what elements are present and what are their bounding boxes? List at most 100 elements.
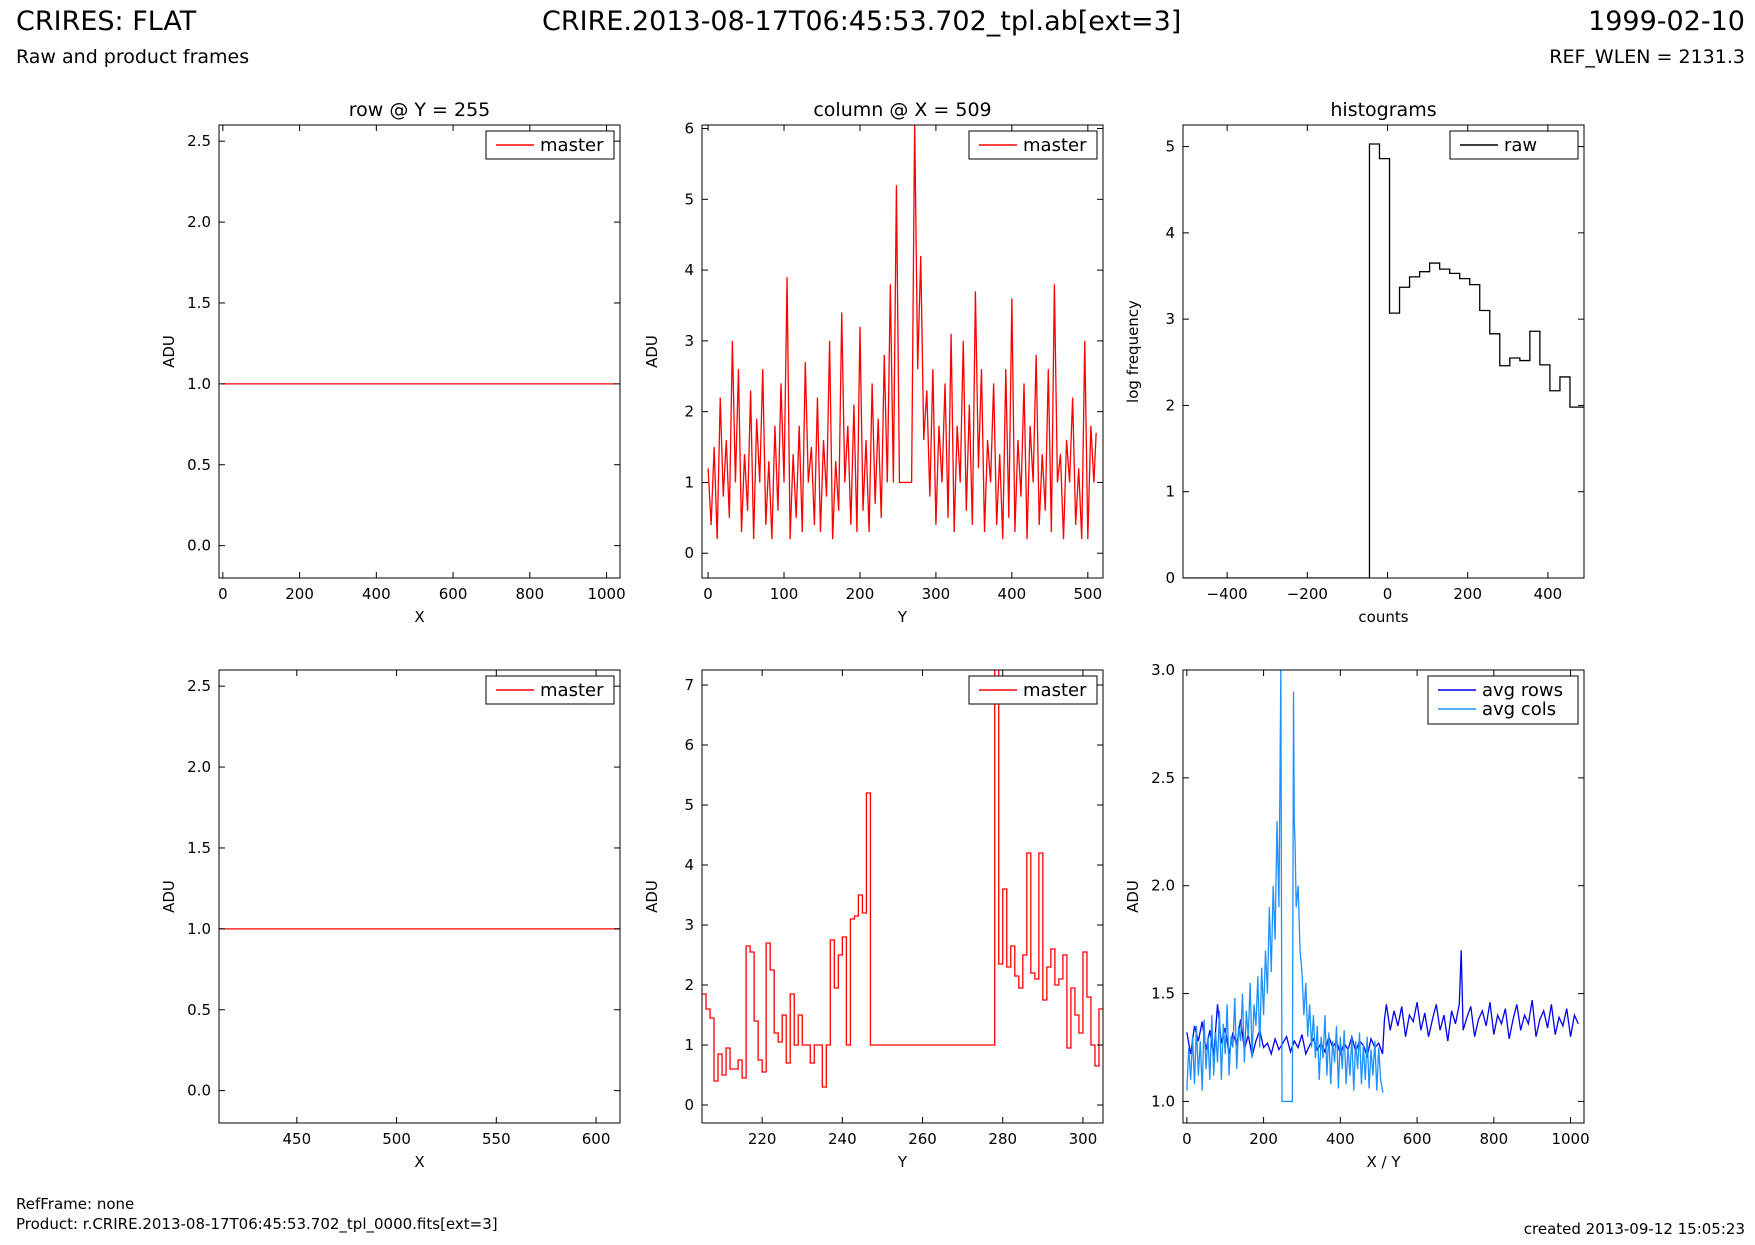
- plot-3-xtick-0: −400: [1207, 585, 1248, 603]
- plot-2-ytick-2: 2: [684, 403, 694, 421]
- plot-3-xtick-1: −200: [1287, 585, 1328, 603]
- plot-2-title: column @ X = 509: [813, 99, 991, 121]
- plot-3-ytick-4: 4: [1165, 224, 1175, 242]
- plot-2: 0 100 200 300 400 500 0 1 2 3 4 5 6 column @ X = 509 Y…: [643, 99, 1104, 626]
- refframe-note: RefFrame: none: [16, 1195, 135, 1213]
- plot-4-ytick-2: 1.0: [187, 920, 211, 938]
- page-title: CRIRES: FLAT: [16, 6, 197, 37]
- plot-6-ytick-3: 2.5: [1151, 769, 1175, 787]
- plot-1-xtick-2: 400: [362, 585, 391, 603]
- plot-3-xtick-3: 200: [1453, 585, 1482, 603]
- plot-3-xlabel: counts: [1358, 608, 1408, 626]
- plot-3-ytick-2: 2: [1165, 396, 1175, 414]
- ref-wlen: REF_WLEN = 2131.3: [1549, 46, 1745, 68]
- plot-2-ytick-4: 4: [684, 261, 694, 279]
- plot-6: 0 200 400 600 800 1000 1.0 1.5 2.0 2.5 3.0 X / Y ADU…: [1124, 661, 1590, 1171]
- plot-6-ytick-2: 2.0: [1151, 877, 1175, 895]
- plot-3-legend-label-1: raw: [1504, 135, 1537, 156]
- plot-6-series-1: [1186, 950, 1579, 1059]
- plot-5-series-1: [702, 670, 1103, 1088]
- plot-4-xtick-0: 450: [282, 1130, 311, 1148]
- plot-1-xtick-1: 200: [285, 585, 314, 603]
- plot-5-ylabel: ADU: [643, 880, 661, 913]
- plot-3-ytick-5: 5: [1165, 138, 1175, 156]
- plot-3-frame: [1182, 124, 1585, 579]
- plot-3-xtick-2: 0: [1383, 585, 1393, 603]
- plot-3: −400 −200 0 200 400 0 1 2 3 4 5 histograms counts log…: [1124, 99, 1585, 626]
- plot-2-xtick-0: 0: [703, 585, 713, 603]
- plot-5-ytick-1: 1: [684, 1036, 694, 1054]
- plot-1-ytick-4: 2.0: [187, 213, 211, 231]
- plot-4-legend: master: [485, 675, 615, 705]
- plot-5-xtick-3: 280: [988, 1130, 1017, 1148]
- plot-6-xtick-0: 0: [1182, 1130, 1192, 1148]
- plot-2-xtick-5: 500: [1073, 585, 1102, 603]
- plot-3-ylabel: log frequency: [1124, 300, 1142, 403]
- plot-6-xtick-5: 1000: [1551, 1130, 1589, 1148]
- plot-3-ytick-1: 1: [1165, 483, 1175, 501]
- plot-6-ytick-1: 1.5: [1151, 985, 1175, 1003]
- plot-1-ytick-0: 0.0: [187, 537, 211, 555]
- plot-6-xlabel: X / Y: [1366, 1153, 1401, 1171]
- plot-1-ytick-1: 0.5: [187, 456, 211, 474]
- plot-2-ytick-6: 6: [684, 120, 694, 138]
- plot-2-xlabel: Y: [897, 608, 908, 626]
- plot-6-ytick-4: 3.0: [1151, 661, 1175, 679]
- created-note: created 2013-09-12 15:05:23: [1523, 1220, 1745, 1238]
- plot-1-frame: [218, 124, 621, 579]
- plot-5-xtick-0: 220: [748, 1130, 777, 1148]
- plot-6-series-2: [1186, 670, 1384, 1103]
- plot-4-xtick-1: 500: [382, 1130, 411, 1148]
- plot-6-xtick-3: 600: [1403, 1130, 1432, 1148]
- plot-3-legend: raw: [1449, 130, 1579, 160]
- plot-3-title: histograms: [1330, 99, 1436, 121]
- plot-5-xtick-1: 240: [828, 1130, 857, 1148]
- plot-6-legend-label-1: avg rows: [1482, 680, 1563, 701]
- page-subtitle: Raw and product frames: [16, 46, 250, 68]
- plot-4-xtick-3: 600: [582, 1130, 611, 1148]
- plot-5-ytick-2: 2: [684, 976, 694, 994]
- file-name: CRIRE.2013-08-17T06:45:53.702_tpl.ab[ext…: [542, 6, 1182, 37]
- plot-5-legend-label-1: master: [1023, 680, 1087, 701]
- plot-4-frame: [218, 669, 621, 1124]
- observation-date: 1999-02-10: [1588, 6, 1745, 37]
- plot-5-ytick-6: 6: [684, 736, 694, 754]
- plot-6-frame: [1182, 669, 1585, 1124]
- plot-2-ytick-1: 1: [684, 473, 694, 491]
- plot-1-xtick-0: 0: [218, 585, 228, 603]
- plot-1-ytick-5: 2.5: [187, 132, 211, 150]
- plot-2-ytick-3: 3: [684, 332, 694, 350]
- plot-4: 450 500 550 600 0.0 0.5 1.0 1.5 2.0 2.5 X ADU master: [160, 669, 621, 1171]
- plot-5-frame: [701, 669, 1104, 1124]
- plot-3-series-1: [1183, 143, 1584, 578]
- plot-4-ylabel: ADU: [160, 880, 178, 913]
- plot-4-ytick-5: 2.5: [187, 677, 211, 695]
- plot-5-xlabel: Y: [897, 1153, 908, 1171]
- plot-4-ytick-0: 0.0: [187, 1082, 211, 1100]
- plot-5-ytick-7: 7: [684, 676, 694, 694]
- plot-2-ylabel: ADU: [643, 335, 661, 368]
- plot-5-xtick-4: 300: [1069, 1130, 1098, 1148]
- plot-1-ylabel: ADU: [160, 335, 178, 368]
- plot-4-ytick-3: 1.5: [187, 839, 211, 857]
- plot-4-xtick-2: 550: [482, 1130, 511, 1148]
- plot-1-ytick-2: 1.0: [187, 375, 211, 393]
- plot-2-xtick-2: 200: [846, 585, 875, 603]
- plot-5-xtick-2: 260: [908, 1130, 937, 1148]
- plot-2-legend: master: [968, 130, 1098, 160]
- plot-3-ytick-3: 3: [1165, 310, 1175, 328]
- plot-2-series-1: [707, 125, 1097, 540]
- plot-2-ytick-0: 0: [684, 544, 694, 562]
- plot-4-xlabel: X: [414, 1153, 424, 1171]
- plot-5: 220 240 260 280 300 0 1 2 3 4 5 6 7 Y ADU master: [643, 669, 1104, 1171]
- plot-6-xtick-2: 400: [1326, 1130, 1355, 1148]
- plot-4-ytick-1: 0.5: [187, 1001, 211, 1019]
- plot-4-legend-label-1: master: [540, 680, 604, 701]
- plot-2-xtick-1: 100: [770, 585, 799, 603]
- product-note: Product: r.CRIRE.2013-08-17T06:45:53.702…: [16, 1215, 498, 1233]
- plot-1-legend: master: [485, 130, 615, 160]
- plot-2-legend-label-1: master: [1023, 135, 1087, 156]
- plot-1-xtick-4: 800: [516, 585, 545, 603]
